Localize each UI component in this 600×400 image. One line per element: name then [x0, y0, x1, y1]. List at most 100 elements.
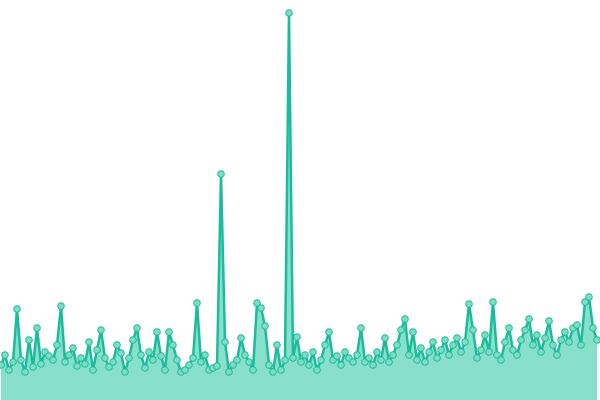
data-point	[317, 356, 325, 364]
data-point	[293, 333, 301, 341]
data-point	[85, 338, 93, 346]
data-point	[545, 317, 553, 325]
data-point	[449, 341, 457, 349]
data-point	[589, 324, 597, 332]
data-point	[385, 358, 393, 366]
data-point	[141, 364, 149, 372]
data-point	[185, 361, 193, 369]
data-point	[489, 298, 497, 306]
data-point	[437, 346, 445, 354]
area-fill	[1, 13, 597, 400]
data-point	[1, 351, 9, 359]
data-point	[17, 356, 25, 364]
data-point	[549, 341, 557, 349]
data-point	[5, 366, 13, 374]
data-point	[397, 326, 405, 334]
data-point	[593, 336, 600, 344]
data-point	[289, 354, 297, 362]
data-point	[97, 326, 105, 334]
data-point	[33, 324, 41, 332]
data-point	[497, 356, 505, 364]
data-point	[261, 322, 269, 330]
data-point	[501, 338, 509, 346]
data-point	[113, 341, 121, 349]
data-point	[297, 358, 305, 366]
data-point	[65, 351, 73, 359]
data-point	[533, 331, 541, 339]
data-point	[213, 362, 221, 370]
data-point	[169, 341, 177, 349]
data-point	[201, 351, 209, 359]
data-point	[101, 354, 109, 362]
data-point	[281, 356, 289, 364]
data-point	[233, 356, 241, 364]
data-point	[81, 360, 89, 368]
data-point	[13, 305, 21, 313]
data-point	[505, 324, 513, 332]
data-point	[565, 338, 573, 346]
data-point	[129, 336, 137, 344]
data-point	[393, 341, 401, 349]
data-point	[57, 302, 65, 310]
data-point	[429, 338, 437, 346]
data-point	[573, 321, 581, 329]
data-point	[473, 354, 481, 362]
data-point	[453, 334, 461, 342]
data-point	[109, 358, 117, 366]
data-point	[301, 351, 309, 359]
data-point	[409, 328, 417, 336]
data-point	[217, 170, 225, 178]
data-point	[285, 9, 293, 17]
data-point	[341, 348, 349, 356]
data-point	[149, 356, 157, 364]
data-point	[229, 361, 237, 369]
data-point	[237, 334, 245, 342]
data-point	[461, 338, 469, 346]
data-point	[25, 336, 33, 344]
data-point	[197, 358, 205, 366]
data-point	[585, 293, 593, 301]
data-point	[561, 328, 569, 336]
data-point	[421, 358, 429, 366]
data-point	[509, 346, 517, 354]
data-point	[481, 331, 489, 339]
data-point	[365, 354, 373, 362]
data-point	[277, 366, 285, 374]
data-point	[269, 368, 277, 376]
data-point	[157, 352, 165, 360]
data-point	[381, 334, 389, 342]
data-point	[525, 315, 533, 323]
data-point	[9, 358, 17, 366]
data-point	[61, 358, 69, 366]
data-point	[477, 346, 485, 354]
data-point	[29, 363, 37, 371]
data-point	[537, 348, 545, 356]
data-point	[373, 348, 381, 356]
data-point	[165, 328, 173, 336]
data-point	[425, 348, 433, 356]
data-point	[485, 348, 493, 356]
data-point	[493, 351, 501, 359]
data-point	[245, 358, 253, 366]
series-line	[0, 11, 599, 374]
data-point	[401, 315, 409, 323]
data-point	[221, 338, 229, 346]
data-point	[521, 326, 529, 334]
data-point	[133, 324, 141, 332]
data-point	[137, 351, 145, 359]
data-point	[389, 351, 397, 359]
data-point	[357, 324, 365, 332]
data-point	[369, 361, 377, 369]
data-point	[93, 346, 101, 354]
data-point	[253, 299, 261, 307]
data-point	[117, 349, 125, 357]
data-point	[145, 348, 153, 356]
data-point	[353, 351, 361, 359]
data-point	[225, 368, 233, 376]
data-point	[105, 363, 113, 371]
data-point	[305, 361, 313, 369]
data-point	[325, 328, 333, 336]
data-point	[121, 368, 129, 376]
data-point	[21, 368, 29, 376]
